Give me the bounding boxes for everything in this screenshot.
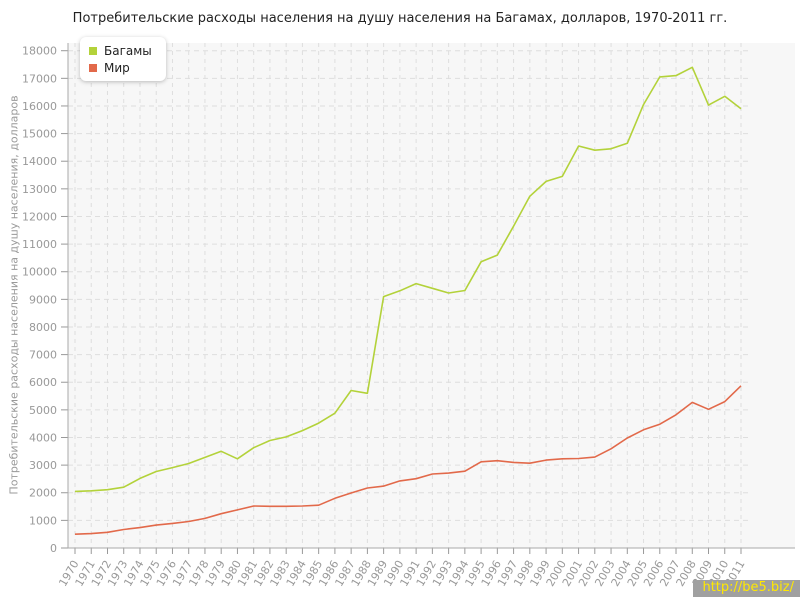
y-tick-label: 17000 [22,72,57,85]
y-tick-label: 16000 [22,100,57,113]
y-tick-label: 13000 [22,183,57,196]
y-tick-label: 1000 [29,514,57,527]
y-tick-label: 5000 [29,404,57,417]
y-tick-label: 14000 [22,155,57,168]
y-tick-label: 7000 [29,349,57,362]
y-tick-label: 3000 [29,459,57,472]
chart-title: Потребительские расходы населения на душ… [72,11,728,26]
watermark-link[interactable]: http://be5.biz/ [693,580,800,597]
y-tick-label: 10000 [22,266,57,279]
y-tick-label: 6000 [29,376,57,389]
world-series-swatch-icon [89,63,97,72]
legend-item-world: Мир [89,59,152,76]
y-tick-label: 11000 [22,238,57,251]
bahamas-series-swatch-icon [89,46,97,55]
y-tick-label: 15000 [22,128,57,141]
series-line-world [74,385,742,535]
y-tick-label: 12000 [22,210,57,223]
y-tick-label: 9000 [29,293,57,306]
y-tick-label: 2000 [29,487,57,500]
y-tick-label: 0 [50,542,57,555]
legend-label-bahamas: Багамы [104,43,152,58]
legend-label-world: Мир [104,60,130,75]
legend-item-bahamas: Багамы [89,42,152,59]
series-line-bahamas [74,66,742,493]
legend: Багамы Мир [80,37,166,81]
y-tick-label: 8000 [29,321,57,334]
y-tick-label: 18000 [22,45,57,58]
y-tick-label: 4000 [29,431,57,444]
plot-background [68,43,795,548]
